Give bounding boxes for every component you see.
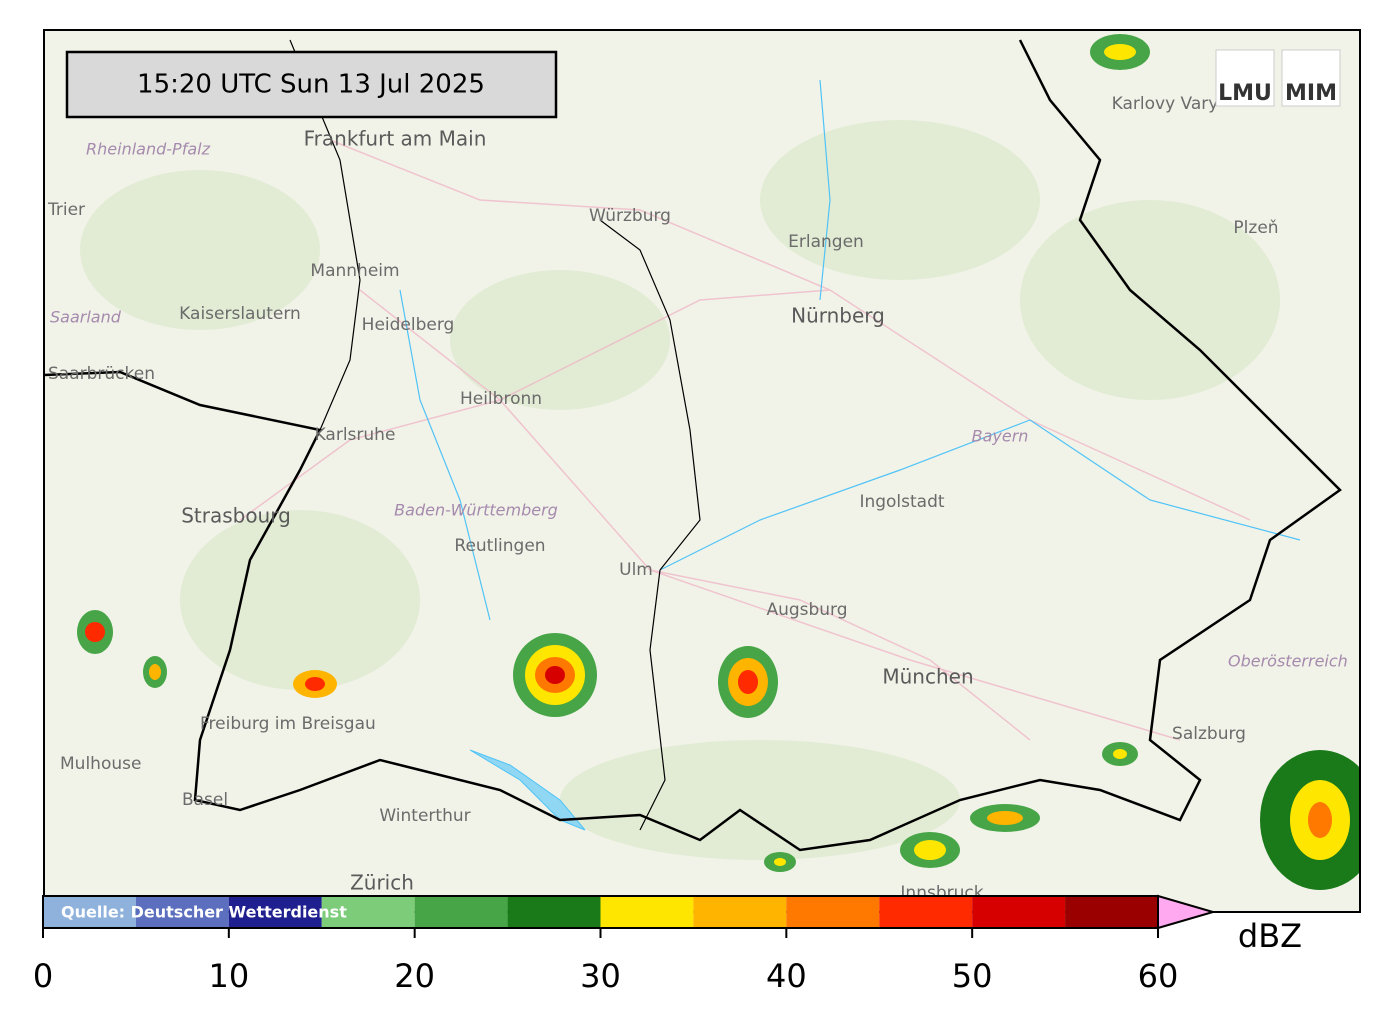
colorbar-segment [43,896,136,928]
colorbar-tick-label: 10 [208,957,249,995]
region-label: Rheinland-Pfalz [86,140,211,159]
colorbar-tick-label: 30 [580,957,621,995]
colorbar-segment [879,896,973,928]
logo-text: LMU [1218,81,1272,106]
region-label: Bayern [972,427,1029,446]
city-label: Mannheim [310,261,399,281]
colorbar-segment [600,896,694,928]
map: Frankfurt am Main Trier Kaiserslautern M… [44,30,1360,912]
city-label: Winterthur [379,806,470,826]
colorbar-segment [507,896,601,928]
colorbar-unit: dBZ [1238,917,1302,955]
city-label: Strasbourg [181,504,291,528]
logo: LMU MIM [1215,49,1341,107]
city-label: Zürich [350,871,414,895]
city-label: Saarbrücken [48,364,155,384]
region-label: Oberösterreich [1228,652,1348,671]
city-label: Ulm [619,560,653,580]
colorbar-tick-label: 0 [33,957,53,995]
timestamp: 15:20 UTC Sun 13 Jul 2025 [137,70,485,100]
city-label: München [882,665,973,689]
city-label: Reutlingen [454,536,545,556]
city-label: Freiburg im Breisgau [200,714,376,734]
colorbar-segment [228,896,322,928]
colorbar-tick-label: 50 [952,957,993,995]
city-label: Ingolstadt [859,492,944,512]
region-label: Saarland [50,308,122,327]
city-label: Mulhouse [60,754,141,774]
city-label: Erlangen [788,232,864,252]
colorbar-segment [972,896,1066,928]
city-label: Heilbronn [460,389,542,409]
colorbar-segment [414,896,508,928]
colorbar-segment [135,896,229,928]
colorbar-segment [693,896,787,928]
place-labels: Frankfurt am Main Trier Kaiserslautern M… [47,94,1348,903]
city-label: Nürnberg [791,304,885,328]
colorbar-segment [786,896,880,928]
city-label: Kaiserslautern [179,304,301,324]
city-label: Frankfurt am Main [304,127,487,151]
colorbar-tick-label: 60 [1138,957,1179,995]
city-label: Augsburg [766,600,847,620]
city-label: Würzburg [589,206,671,226]
colorbar-tick-label: 40 [766,957,807,995]
logo-text: MIM [1285,81,1337,106]
city-label: Karlovy Vary [1112,94,1219,114]
region-label: Baden-Württemberg [394,501,558,520]
city-label: Karlsruhe [315,425,396,445]
colorbar-source: Quelle: Deutscher Wetterdienst [61,903,347,922]
radar-echoes [77,34,1360,890]
city-label: Salzburg [1172,724,1246,744]
city-label: Basel [182,790,228,810]
colorbar-tick-label: 20 [394,957,435,995]
timestamp-box [65,50,558,119]
city-label: Plzeň [1233,218,1278,238]
colorbar-segment [1065,896,1158,928]
city-label: Trier [47,200,85,220]
city-label: Heidelberg [362,315,455,335]
colorbar-segment [321,896,415,928]
colorbar: Quelle: Deutscher Wetterdienst 0 10 20 30 40 5… [33,894,1302,995]
